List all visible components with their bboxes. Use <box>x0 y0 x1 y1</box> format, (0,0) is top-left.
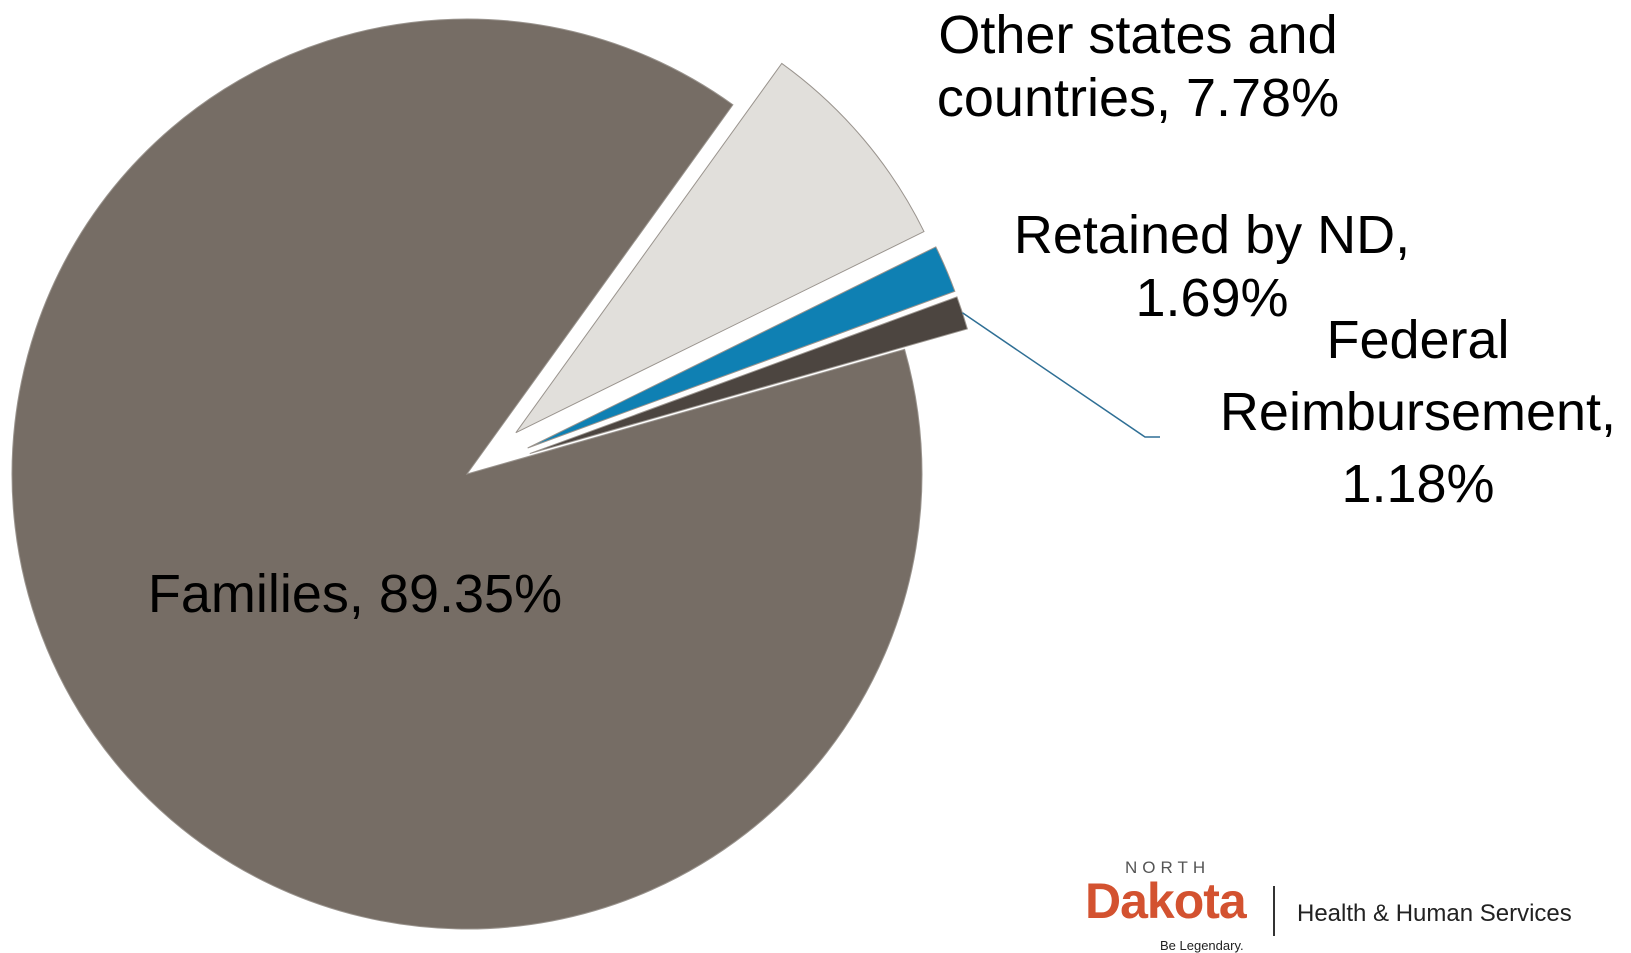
logo-department-text: Health & Human Services <box>1297 900 1572 927</box>
data-label-line: Other states and <box>938 5 1337 65</box>
data-label-line: Reimbursement, <box>1220 382 1616 442</box>
logo-dakota-text: Dakota <box>1085 873 1247 929</box>
pie-slice-retained-by-nd <box>527 246 956 449</box>
logo-north-text: NORTH <box>1125 858 1211 877</box>
pie-slice-other-states <box>515 62 925 434</box>
data-label-line: countries, 7.78% <box>937 68 1339 128</box>
data-label-line: Retained by ND, <box>1014 205 1410 265</box>
pie-slice-federal-reimbursement <box>529 296 968 455</box>
logo-divider <box>1273 886 1275 936</box>
leader-line-federal-reimbursement <box>962 312 1160 438</box>
data-label-retained-by-nd: Retained by ND, 1.69% <box>1014 205 1410 328</box>
data-label-federal-reimbursement: Federal Reimbursement, 1.18% <box>1220 310 1616 514</box>
data-label-line: Federal <box>1326 310 1509 370</box>
nd-hhs-logo: NORTH Dakota Health & Human Services Be … <box>1085 858 1605 953</box>
pie-slice-families <box>11 18 923 930</box>
logo-tagline-text: Be Legendary. <box>1160 938 1244 953</box>
data-label-line: 1.69% <box>1135 268 1288 328</box>
data-label-families: Families, 89.35% <box>148 564 562 624</box>
data-label-line: 1.18% <box>1341 454 1494 514</box>
data-label-line: Families, 89.35% <box>148 564 562 624</box>
data-label-other-states: Other states and countries, 7.78% <box>937 5 1339 128</box>
